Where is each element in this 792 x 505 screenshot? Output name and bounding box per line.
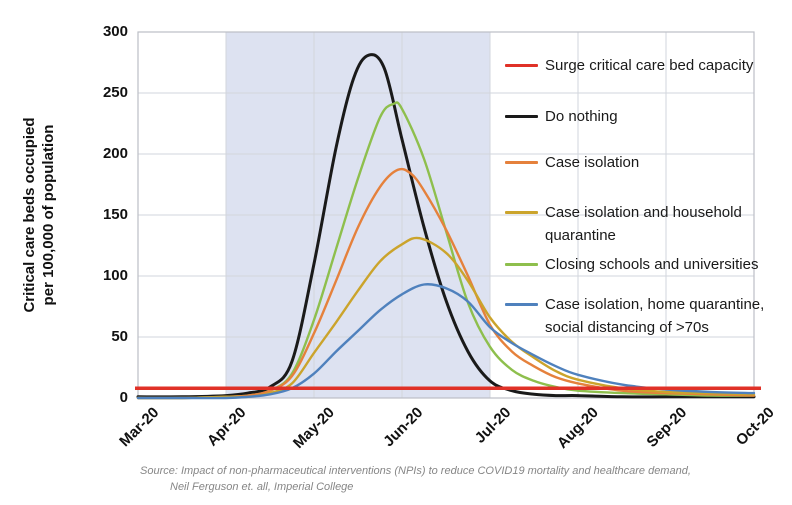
legend-color-swatch xyxy=(505,64,538,67)
legend-label: Case isolation, home quarantine, social … xyxy=(545,296,765,336)
y-tick-label: 250 xyxy=(102,84,128,101)
y-tick-label: 150 xyxy=(102,206,128,223)
legend-label: Case isolation and household quarantine xyxy=(545,204,742,244)
legend-label: Do nothing xyxy=(545,108,618,125)
series-line-case-isolation xyxy=(136,167,756,400)
source-note: Source: Impact of non-pharmaceutical int… xyxy=(140,465,691,493)
legend-label: Surge critical care bed capacity xyxy=(545,57,754,74)
legend-item: Closing schools and universities xyxy=(505,254,758,277)
legend-item: Case isolation, home quarantine, social … xyxy=(505,294,788,339)
series-line-case-isolation-home-quarantine-social-distancing-of-70s xyxy=(136,283,756,400)
legend-color-swatch xyxy=(505,161,538,164)
y-tick-label: 0 xyxy=(119,389,128,406)
y-tick-label: 50 xyxy=(111,328,128,345)
legend-color-swatch xyxy=(505,303,538,306)
y-tick-label: 100 xyxy=(102,267,128,284)
plot-border xyxy=(137,31,755,399)
y-tick-label: 300 xyxy=(102,23,128,40)
legend-item: Case isolation xyxy=(505,152,639,175)
legend-item: Case isolation and household quarantine xyxy=(505,202,788,247)
legend-color-swatch xyxy=(505,211,538,214)
legend-color-swatch xyxy=(505,115,538,118)
legend-color-swatch xyxy=(505,263,538,266)
legend-label: Closing schools and universities xyxy=(545,256,759,273)
legend-item: Surge critical care bed capacity xyxy=(505,55,753,78)
legend-item: Do nothing xyxy=(505,106,618,129)
y-tick-label: 200 xyxy=(102,145,128,162)
legend-label: Case isolation xyxy=(545,154,640,171)
